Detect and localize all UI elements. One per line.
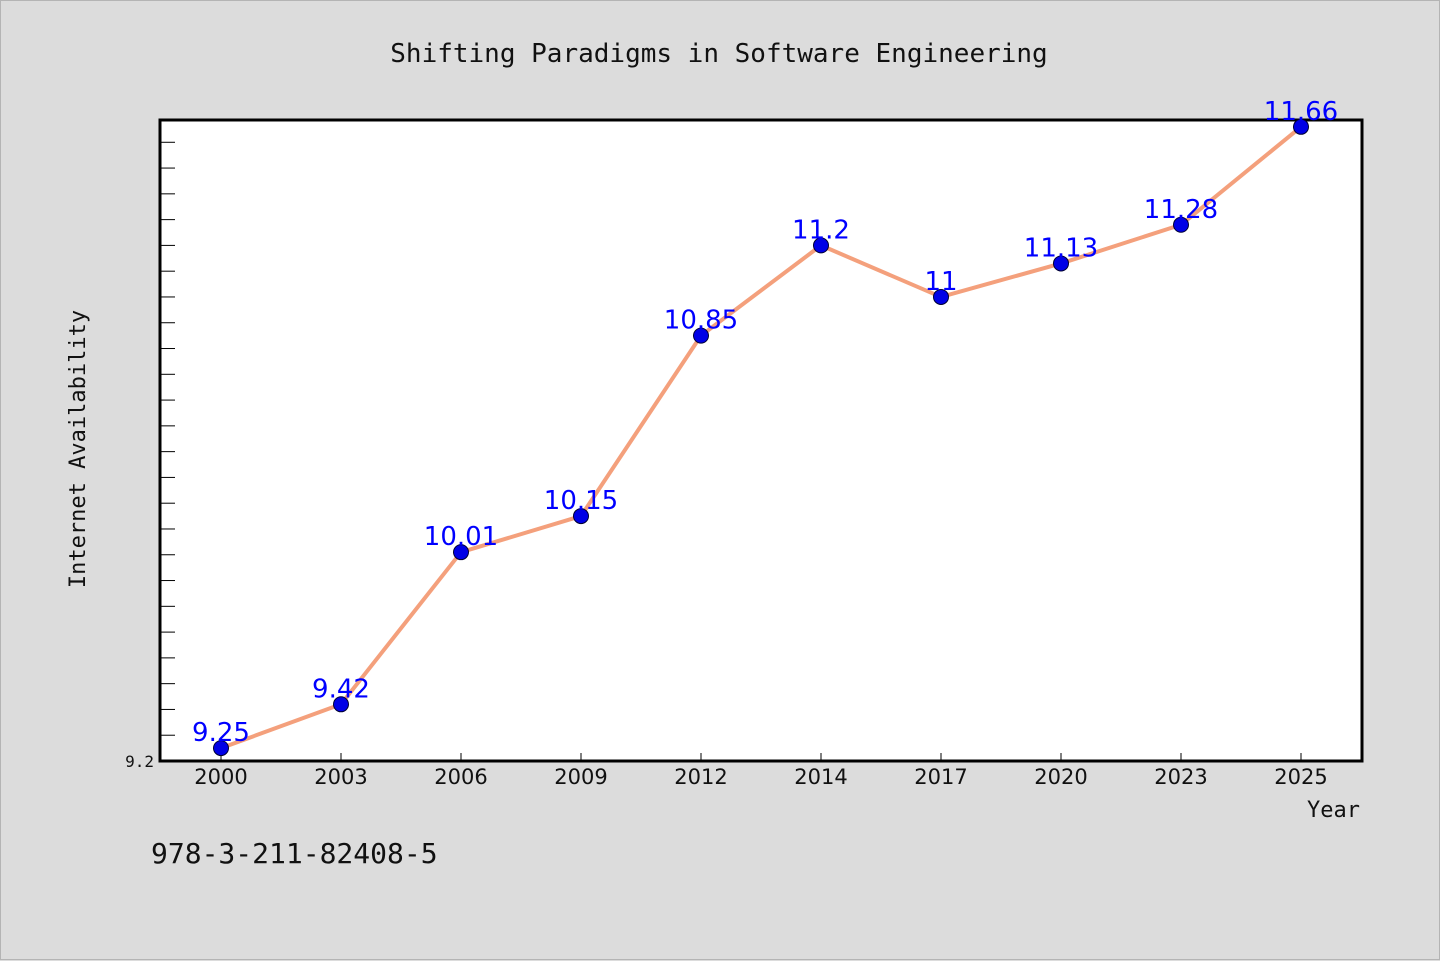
data-label: 11.2 xyxy=(792,215,850,245)
y-axis-ticks xyxy=(160,141,175,762)
data-label: 10.15 xyxy=(544,486,618,516)
data-label: 9.42 xyxy=(312,674,370,704)
x-tick-label: 2020 xyxy=(1034,765,1087,789)
x-tick-label: 2012 xyxy=(674,765,727,789)
y-tick-label: 9.2 xyxy=(125,752,154,771)
x-tick-label: 2003 xyxy=(314,765,367,789)
x-axis-label: Year xyxy=(1307,798,1360,823)
data-label: 9.25 xyxy=(192,718,250,748)
x-tick-label: 2025 xyxy=(1274,765,1327,789)
data-label: 11.66 xyxy=(1264,97,1338,127)
data-label: 10.01 xyxy=(424,522,498,552)
data-label: 11.28 xyxy=(1144,195,1218,225)
data-point xyxy=(1053,255,1069,272)
data-point xyxy=(213,740,229,757)
data-point xyxy=(573,508,589,525)
series-line xyxy=(220,125,1303,750)
x-tick-label: 2023 xyxy=(1154,765,1207,789)
footer-code: 978-3-211-82408-5 xyxy=(151,837,438,870)
y-axis-label: Internet Availability xyxy=(66,310,91,588)
data-point xyxy=(333,696,349,713)
data-point xyxy=(933,288,949,305)
data-point xyxy=(1293,118,1309,135)
data-point xyxy=(813,237,829,254)
x-tick-label: 2000 xyxy=(194,765,247,789)
x-tick-label: 2017 xyxy=(914,765,967,789)
series-group: 9.25 9.42 10.01 10.15 10.85 11.2 11 11.13 11.28 1… xyxy=(192,97,1338,757)
x-tick-label: 2006 xyxy=(434,765,487,789)
data-point xyxy=(1173,216,1189,233)
data-label: 11 xyxy=(924,267,957,297)
data-label: 10.85 xyxy=(664,306,738,336)
x-tick-label: 2009 xyxy=(554,765,607,789)
chart-title: Shifting Paradigms in Software Engineeri… xyxy=(390,39,1047,69)
x-tick-label: 2014 xyxy=(794,765,847,789)
data-point xyxy=(693,327,709,344)
x-axis-ticks: 2000 2003 2006 2009 2012 2014 2017 2020 2023 2025 xyxy=(194,753,1328,789)
data-label: 11.13 xyxy=(1024,233,1098,263)
data-point xyxy=(453,544,469,561)
plot-area xyxy=(158,118,1364,763)
